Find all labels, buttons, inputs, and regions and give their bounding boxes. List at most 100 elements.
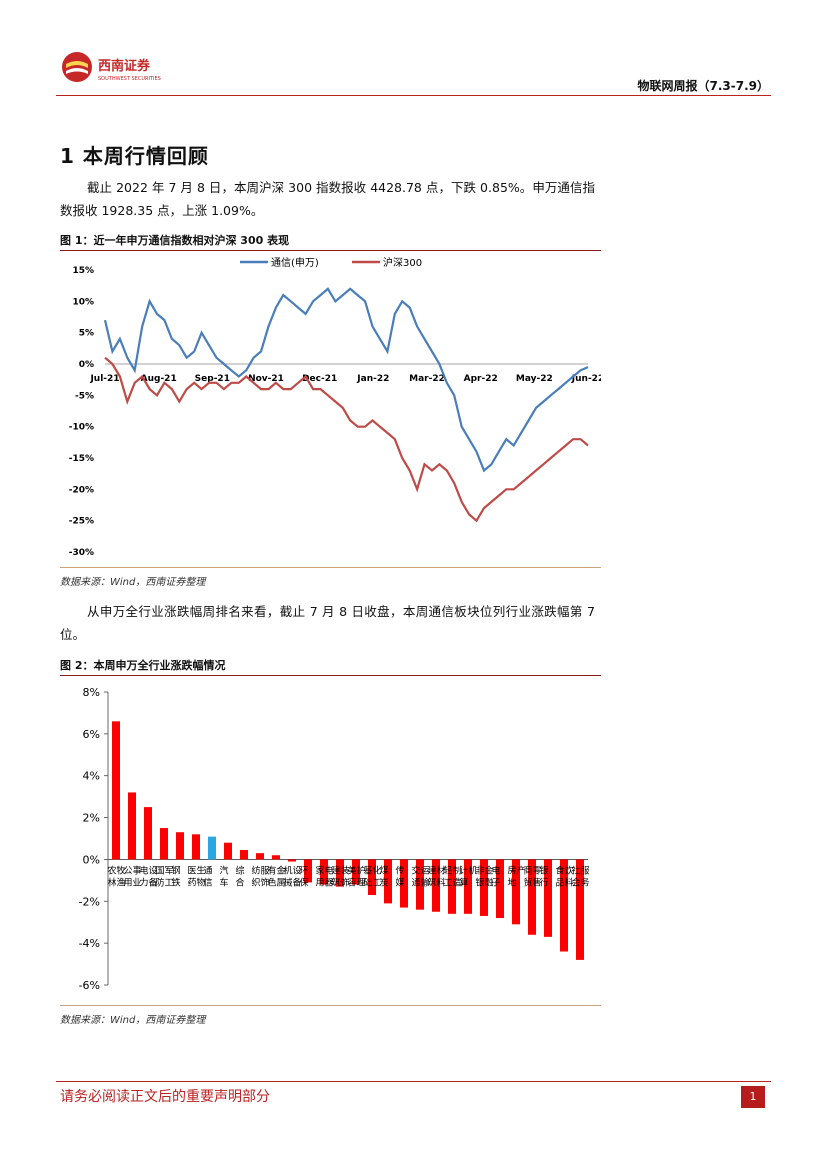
y-tick-label: 5% bbox=[79, 329, 94, 339]
category-label-char: 军 bbox=[164, 865, 173, 876]
bar-国防军工 bbox=[160, 828, 168, 860]
bar-建筑装饰 bbox=[336, 859, 344, 887]
bar-基础化工 bbox=[368, 859, 376, 896]
category-label-char: 综 bbox=[235, 864, 244, 876]
category-label-char: 零 bbox=[532, 865, 541, 876]
category-label-char: 础 bbox=[363, 876, 372, 888]
footer-divider bbox=[56, 1081, 771, 1082]
bar-机械设备 bbox=[288, 859, 296, 862]
bar-建筑材料 bbox=[432, 859, 440, 912]
category-label-char: 会 bbox=[571, 876, 580, 888]
bar-农林牧渔 bbox=[112, 721, 120, 860]
y-tick-label: 0% bbox=[83, 853, 100, 866]
x-tick-label: Jan-22 bbox=[356, 374, 389, 384]
bar-电子 bbox=[496, 859, 504, 919]
y-tick-label: -25% bbox=[69, 517, 94, 527]
brand-logo: 西南证券 SOUTHWEST SECURITIES bbox=[60, 50, 170, 84]
category-label-char: 公 bbox=[123, 865, 132, 876]
category-label-char: 饰 bbox=[260, 876, 269, 888]
bar-家用电器 bbox=[320, 859, 328, 885]
category-label-char: 生 bbox=[196, 864, 205, 876]
category-label-char: 料 bbox=[436, 876, 445, 888]
category-label-char: 算 bbox=[459, 876, 468, 888]
category-label-char: 美 bbox=[347, 864, 356, 876]
category-label-char: 产 bbox=[516, 864, 525, 876]
category-label-char: 备 bbox=[292, 876, 301, 888]
category-label-char: 属 bbox=[276, 877, 285, 888]
bar-银行 bbox=[544, 859, 552, 937]
category-label-char: 输 bbox=[420, 876, 429, 888]
category-label-char: 车 bbox=[219, 876, 228, 888]
category-label-char: 材 bbox=[436, 864, 445, 876]
category-label-char: 通 bbox=[411, 877, 420, 888]
category-label-char: 金 bbox=[484, 864, 493, 876]
brand-en: SOUTHWEST SECURITIES bbox=[98, 76, 161, 82]
category-label-char: 汽 bbox=[219, 864, 228, 876]
category-label-char: 银 bbox=[539, 864, 548, 876]
category-label-char: 制 bbox=[452, 864, 461, 876]
category-label-char: 护 bbox=[356, 864, 365, 876]
category-label-char: 有 bbox=[267, 864, 276, 876]
category-label-char: 料 bbox=[564, 876, 573, 888]
report-title: 物联网周报（7.3-7.9） bbox=[637, 79, 770, 93]
category-label-char: 服 bbox=[260, 865, 269, 876]
category-label-char: 服 bbox=[580, 865, 589, 876]
section-title: 1 本周行情回顾 bbox=[60, 144, 209, 168]
bar-社会服务 bbox=[576, 859, 584, 960]
category-label-char: 建 bbox=[427, 864, 436, 876]
category-label-char: 非 bbox=[475, 864, 484, 876]
category-label-char: 煤 bbox=[379, 864, 388, 876]
figure1-top-rule bbox=[60, 250, 601, 251]
bar-房地产 bbox=[512, 859, 520, 925]
category-label-char: 金 bbox=[276, 864, 285, 876]
footer-disclaimer: 请务必阅读正文后的重要声明部分 bbox=[60, 1089, 270, 1105]
category-label-char: 筑 bbox=[331, 876, 340, 888]
x-tick-label: Aug-21 bbox=[141, 374, 177, 384]
y-tick-label: 15% bbox=[72, 266, 94, 276]
category-label-char: 机 bbox=[468, 864, 477, 876]
bar-有色金属 bbox=[272, 855, 280, 860]
bar-公用事业 bbox=[128, 792, 136, 860]
y-tick-label: -15% bbox=[69, 454, 94, 464]
y-tick-label: -10% bbox=[69, 423, 94, 433]
category-label-char: 工 bbox=[372, 878, 381, 888]
category-label-char: 银 bbox=[475, 876, 484, 888]
category-label-char: 纺 bbox=[251, 864, 260, 876]
bar-通信 bbox=[208, 836, 216, 860]
category-label-char: 铁 bbox=[171, 876, 180, 888]
category-label-char: 物 bbox=[196, 876, 205, 888]
category-label-char: 传 bbox=[395, 864, 404, 876]
logo-circle-icon bbox=[62, 52, 92, 82]
y-tick-label: -20% bbox=[69, 485, 94, 495]
category-label-char: 容 bbox=[347, 876, 356, 888]
bar-综合 bbox=[240, 850, 248, 860]
category-label-char: 电 bbox=[324, 864, 333, 876]
series-line-1 bbox=[104, 356, 589, 523]
figure1-source: 数据来源：Wind，西南证券整理 bbox=[60, 577, 206, 588]
category-label-char: 商 bbox=[523, 864, 532, 876]
y-tick-label: -4% bbox=[79, 937, 100, 950]
x-tick-label: May-22 bbox=[516, 374, 553, 384]
category-label-char: 地 bbox=[507, 876, 516, 888]
category-label-char: 贸 bbox=[523, 876, 532, 888]
category-label-char: 保 bbox=[299, 876, 308, 888]
figure1-title: 图 1：近一年申万通信指数相对沪深 300 表现 bbox=[60, 234, 290, 247]
category-label-char: 行 bbox=[539, 876, 548, 888]
category-label-char: 造 bbox=[452, 876, 461, 888]
category-label-char: 事 bbox=[132, 864, 141, 876]
category-label-char: 器 bbox=[324, 877, 333, 888]
category-label-char: 工 bbox=[164, 878, 173, 888]
category-label-char: 饮 bbox=[564, 864, 573, 876]
y-tick-label: 6% bbox=[83, 728, 100, 741]
category-label-char: 房 bbox=[507, 864, 516, 876]
y-tick-label: 0% bbox=[79, 360, 94, 370]
bar-环保 bbox=[304, 859, 312, 883]
bar-计算机 bbox=[464, 859, 472, 914]
y-tick-label: -30% bbox=[69, 548, 94, 558]
category-label-char: 农 bbox=[107, 864, 116, 876]
paragraph-2: 从申万全行业涨跌幅周排名来看，截止 7 月 8 日收盘，本周通信板块位列行业涨跌… bbox=[60, 604, 595, 642]
paragraph-1: 截止 2022 年 7 月 8 日，本周沪深 300 指数报收 4428.78 … bbox=[60, 180, 595, 218]
category-label-char: 运 bbox=[420, 865, 429, 876]
page-number: 1 bbox=[741, 1086, 765, 1108]
x-tick-label: Apr-22 bbox=[464, 374, 498, 384]
